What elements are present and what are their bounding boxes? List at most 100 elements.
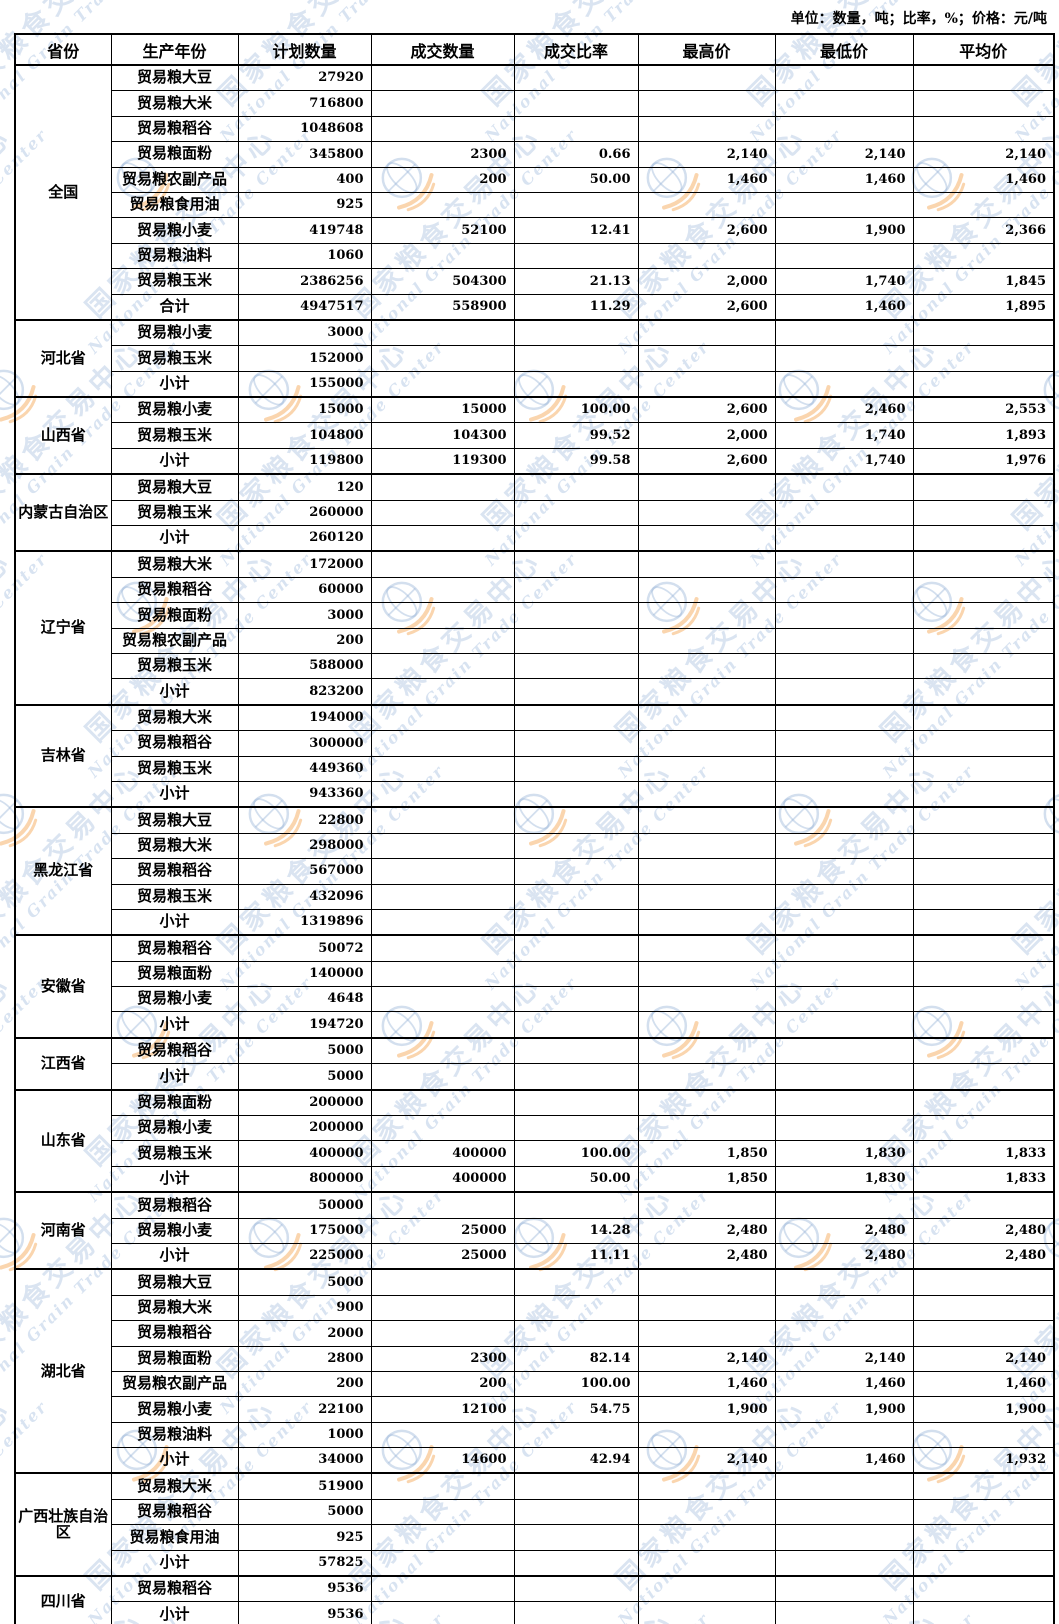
value-cell: 298000: [237, 832, 372, 860]
value-cell: [513, 1421, 639, 1449]
table-row: 山西省 贸易粮小麦 15000 15000 100.00 2,600 2,460 2,553: [14, 396, 1055, 475]
variety-cell: 贸易粮小麦: [110, 986, 239, 1013]
value-cell: 1,895: [912, 293, 1055, 321]
variety-cell: 贸易粮稻谷: [110, 1191, 239, 1219]
table-row: 贸易粮油料 1060: [15, 242, 1055, 270]
value-cell: 5000: [237, 1063, 372, 1091]
variety-cell: 贸易粮农副产品: [110, 1370, 239, 1398]
value-cell: [774, 883, 914, 910]
value-cell: 200: [237, 1370, 372, 1398]
value-cell: [912, 934, 1055, 962]
value-cell: 504300: [370, 268, 515, 295]
value-cell: [637, 345, 776, 372]
value-cell: 200000: [237, 1088, 372, 1117]
value-cell: [370, 1472, 515, 1500]
value-cell: [912, 242, 1055, 270]
value-cell: [370, 64, 515, 92]
value-cell: [912, 627, 1055, 654]
value-cell: [637, 883, 776, 910]
table-row: 辽宁省 贸易粮大米 172000: [14, 550, 1055, 706]
column-header-6: 最高价: [637, 33, 776, 66]
variety-cell: 贸易粮稻谷: [110, 730, 239, 757]
value-cell: 14600: [370, 1447, 515, 1474]
value-cell: 588000: [237, 652, 372, 680]
value-cell: 1,460: [912, 1370, 1055, 1398]
value-cell: 925: [237, 1524, 372, 1551]
column-header-7: 最低价: [774, 33, 914, 66]
value-cell: 1,740: [774, 268, 914, 295]
value-cell: 99.52: [513, 422, 639, 449]
value-cell: [637, 1498, 776, 1526]
table-row: 贸易粮玉米 449360: [15, 755, 1055, 782]
table-row: 贸易粮玉米 432096: [15, 883, 1055, 910]
value-cell: [513, 1036, 639, 1065]
value-cell: 1000: [237, 1421, 372, 1449]
value-cell: [774, 1115, 914, 1142]
variety-cell: 小计: [110, 1063, 239, 1091]
value-cell: [637, 1320, 776, 1347]
variety-cell: 贸易粮农副产品: [110, 627, 239, 654]
value-cell: 1,460: [774, 1370, 914, 1398]
province-cell: 山东省: [14, 1088, 112, 1193]
value-cell: 152000: [237, 345, 372, 372]
value-cell: [513, 64, 639, 92]
table-row: 合计 4947517 558900 11.29 2,600 1,460 1,895: [15, 293, 1055, 321]
value-cell: [370, 550, 515, 578]
unit-note: 单位：数量，吨；比率，%；价格：元/吨: [790, 11, 1047, 27]
table-row: 小计 34000 14600 42.94 2,140 1,460 1,932: [15, 1447, 1055, 1474]
value-cell: 1,460: [774, 293, 914, 321]
value-cell: [513, 1601, 639, 1624]
column-header-3: 计划数量: [237, 33, 372, 66]
value-cell: 22800: [237, 806, 372, 834]
table-row: 小计 194720: [15, 1011, 1055, 1039]
value-cell: [912, 858, 1055, 885]
value-cell: [912, 1575, 1055, 1603]
value-cell: [912, 64, 1055, 92]
value-cell: [370, 780, 515, 808]
value-cell: [912, 780, 1055, 808]
value-cell: [513, 242, 639, 270]
value-cell: [774, 652, 914, 680]
value-cell: [912, 499, 1055, 527]
value-cell: [774, 242, 914, 270]
value-cell: [912, 1294, 1055, 1322]
value-cell: [513, 1063, 639, 1091]
value-cell: [912, 115, 1055, 143]
table-row: 贸易粮玉米 400000 400000 100.00 1,850 1,830 1,833: [15, 1140, 1055, 1167]
value-cell: 82.14: [513, 1345, 639, 1372]
value-cell: [370, 1320, 515, 1347]
table-row: 贸易粮稻谷 60000: [15, 576, 1055, 604]
value-cell: 2,480: [912, 1217, 1055, 1244]
value-cell: [513, 90, 639, 117]
value-cell: 100.00: [513, 1370, 639, 1398]
value-cell: [513, 576, 639, 604]
value-cell: 100.00: [513, 396, 639, 424]
table-row: 山东省 贸易粮面粉 200000: [14, 1088, 1055, 1193]
value-cell: 2,553: [912, 396, 1055, 424]
value-cell: [370, 858, 515, 885]
value-cell: [370, 1294, 515, 1322]
table-row: 小计 260120: [15, 525, 1055, 552]
variety-cell: 贸易粮玉米: [110, 422, 239, 449]
variety-cell: 贸易粮稻谷: [110, 858, 239, 885]
value-cell: [774, 1575, 914, 1603]
variety-cell: 合计: [110, 293, 239, 321]
value-cell: [513, 858, 639, 885]
value-cell: [370, 678, 515, 706]
value-cell: [513, 755, 639, 782]
value-cell: 558900: [370, 293, 515, 321]
table-row: 贸易粮小麦 175000 25000 14.28 2,480 2,480 2,480: [15, 1217, 1055, 1244]
value-cell: [370, 473, 515, 501]
value-cell: [370, 1498, 515, 1526]
value-cell: [774, 934, 914, 962]
province-cell: 四川省: [14, 1575, 112, 1624]
table-row: 贸易粮稻谷 1048608: [15, 115, 1055, 143]
value-cell: [370, 242, 515, 270]
value-cell: 11.11: [513, 1242, 639, 1270]
variety-cell: 贸易粮大豆: [110, 64, 239, 92]
value-cell: [370, 703, 515, 732]
value-cell: 12.41: [513, 217, 639, 244]
value-cell: 175000: [237, 1217, 372, 1244]
value-cell: [637, 832, 776, 860]
value-cell: 2,460: [774, 396, 914, 424]
